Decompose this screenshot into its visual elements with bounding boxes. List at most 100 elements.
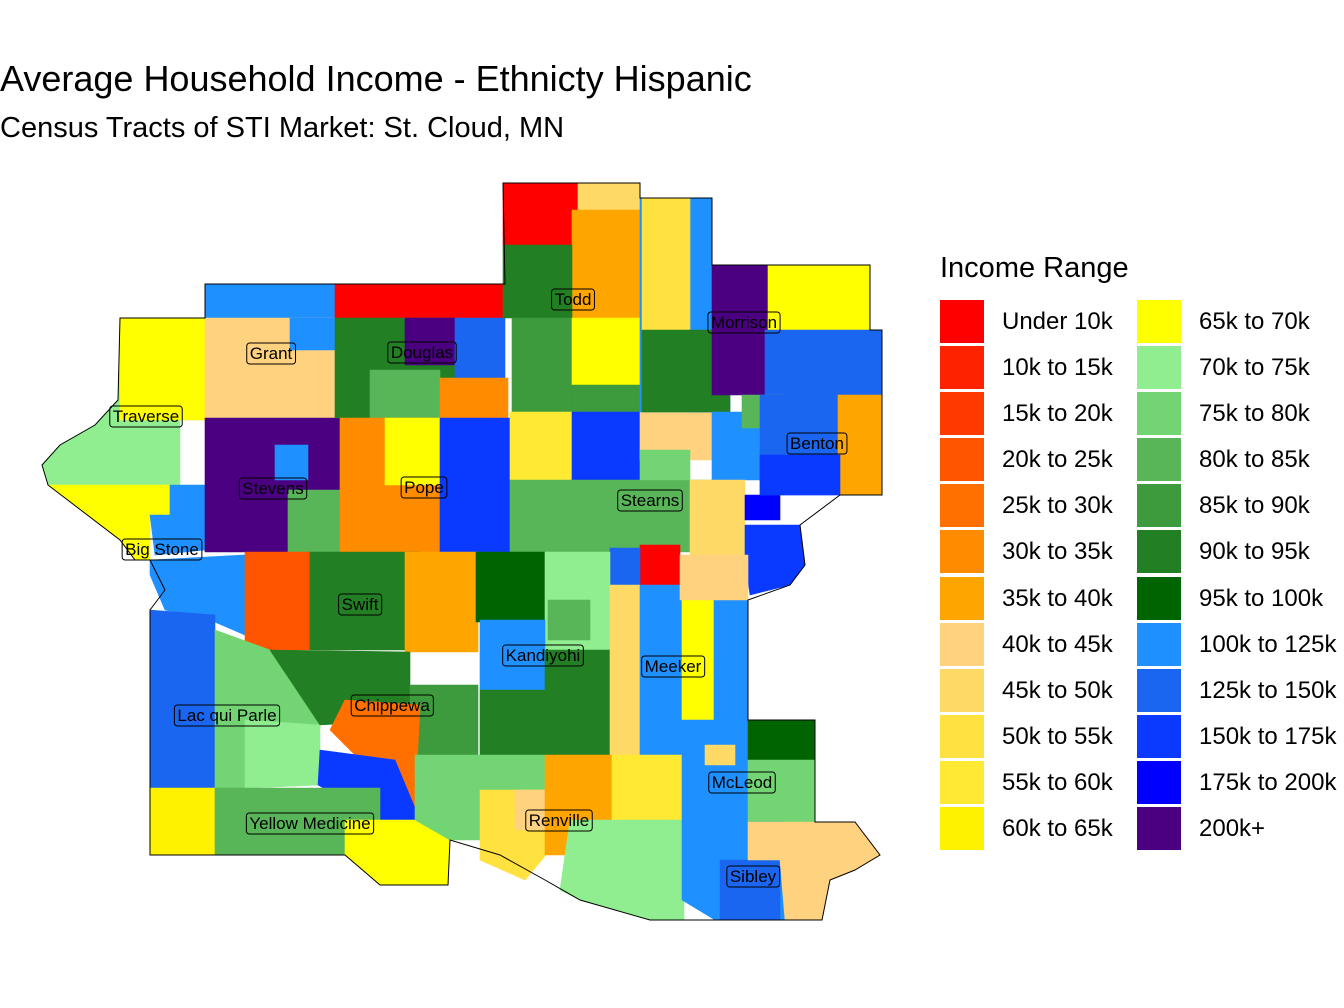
map-subtitle: Census Tracts of STI Market: St. Cloud, … [0, 112, 565, 144]
svg-text:Sibley: Sibley [730, 867, 777, 886]
svg-text:Grant: Grant [250, 344, 293, 363]
census-tract [759, 454, 841, 496]
legend-swatch [940, 300, 984, 343]
svg-text:Kandiyohi: Kandiyohi [506, 646, 581, 665]
census-tract [404, 551, 479, 653]
svg-text:Lac qui Parle: Lac qui Parle [177, 706, 276, 725]
census-tract [509, 411, 573, 481]
legend-label: 30k to 35k [1002, 538, 1113, 566]
svg-text:Chippewa: Chippewa [354, 696, 430, 715]
legend-label: 70k to 75k [1199, 354, 1310, 382]
census-tract [475, 551, 546, 623]
county-label: Benton [786, 432, 848, 455]
census-tract [571, 411, 641, 486]
svg-text:Stearns: Stearns [621, 491, 680, 510]
svg-text:Pope: Pope [404, 478, 444, 497]
census-tract [559, 819, 685, 921]
map-outline [41, 182, 883, 921]
census-tract [744, 524, 806, 596]
census-tract [479, 689, 546, 756]
legend-swatch [1137, 714, 1181, 758]
legend-label: 20k to 25k [1002, 446, 1113, 474]
census-tract [369, 369, 441, 419]
census-tract [204, 283, 336, 321]
census-tract [641, 197, 691, 331]
svg-text:Renville: Renville [529, 811, 589, 830]
county-label: Sibley [726, 865, 781, 888]
legend-swatch [1137, 392, 1181, 436]
svg-text:Swift: Swift [342, 595, 379, 614]
legend-label: 95k to 100k [1199, 584, 1324, 612]
census-tract [502, 182, 579, 246]
census-tract [837, 394, 883, 496]
legend-label: 55k to 60k [1002, 768, 1113, 796]
svg-text:Benton: Benton [790, 434, 844, 453]
county-label: McLeod [708, 771, 776, 794]
county-label: Todd [551, 288, 595, 311]
legend-swatch [940, 438, 984, 482]
legend-swatch [940, 346, 984, 390]
census-tract [439, 377, 509, 419]
legend-swatch [940, 530, 984, 574]
county-label: Meeker [641, 655, 706, 678]
census-tract [611, 754, 685, 821]
svg-text:Meeker: Meeker [645, 657, 702, 676]
market-boundary [41, 182, 883, 921]
county-labels: Todd Morrison Grant Douglas Traverse Benton St… [109, 288, 848, 888]
legend-label: 60k to 65k [1002, 815, 1113, 843]
census-tract [767, 264, 871, 331]
county-label: Grant [246, 342, 297, 365]
legend-label: 40k to 45k [1002, 630, 1113, 658]
county-label: Swift [338, 593, 383, 616]
legend-swatch [1137, 300, 1181, 343]
legend-label: 150k to 175k [1199, 722, 1337, 750]
census-tract [119, 317, 206, 421]
county-label: Big Stone [121, 538, 203, 561]
legend-swatch [940, 484, 984, 528]
census-tract [639, 544, 681, 586]
svg-text:Yellow Medicine: Yellow Medicine [249, 814, 370, 833]
census-tract [149, 787, 216, 856]
legend-label: 200k+ [1199, 815, 1266, 843]
census-tract [747, 719, 816, 761]
legend-swatch [1137, 438, 1181, 482]
census-tract [639, 449, 691, 481]
county-label: Stearns [617, 489, 683, 512]
svg-text:Stevens: Stevens [242, 479, 303, 498]
legend-label: 100k to 125k [1199, 630, 1337, 658]
legend-label: Under 10k [1002, 308, 1113, 335]
legend-swatch [940, 714, 984, 758]
census-tract [454, 317, 506, 381]
legend-label: 10k to 15k [1002, 354, 1113, 382]
census-tract [547, 599, 591, 641]
legend-title: Income Range [940, 252, 1129, 284]
census-tract [244, 719, 321, 789]
legend-label: 25k to 30k [1002, 492, 1113, 520]
census-tract [571, 384, 643, 413]
legend-label: 85k to 90k [1199, 492, 1310, 520]
census-tract [384, 417, 441, 486]
svg-text:Douglas: Douglas [391, 343, 453, 362]
legend-label: 65k to 70k [1199, 308, 1310, 335]
census-tract [609, 547, 641, 586]
legend-label: 175k to 200k [1199, 768, 1337, 796]
county-label: Chippewa [350, 694, 434, 717]
census-tract [439, 417, 511, 553]
legend-label: 45k to 50k [1002, 676, 1113, 704]
legend-label: 15k to 20k [1002, 400, 1113, 428]
census-tract [713, 599, 749, 721]
census-tract [681, 584, 715, 721]
county-label: Douglas [387, 341, 457, 364]
legend-label: 75k to 80k [1199, 400, 1310, 428]
county-label: Pope [400, 476, 448, 499]
county-label: Traverse [109, 405, 183, 428]
county-label: Yellow Medicine [245, 812, 375, 835]
svg-text:Todd: Todd [555, 290, 592, 309]
census-tract [511, 317, 573, 413]
county-label: Kandiyohi [502, 644, 584, 667]
svg-text:Big Stone: Big Stone [125, 540, 199, 559]
svg-text:Morrison: Morrison [711, 313, 777, 332]
svg-text:McLeod: McLeod [712, 773, 772, 792]
county-label: Renville [525, 809, 593, 832]
legend-swatch [1137, 576, 1181, 620]
